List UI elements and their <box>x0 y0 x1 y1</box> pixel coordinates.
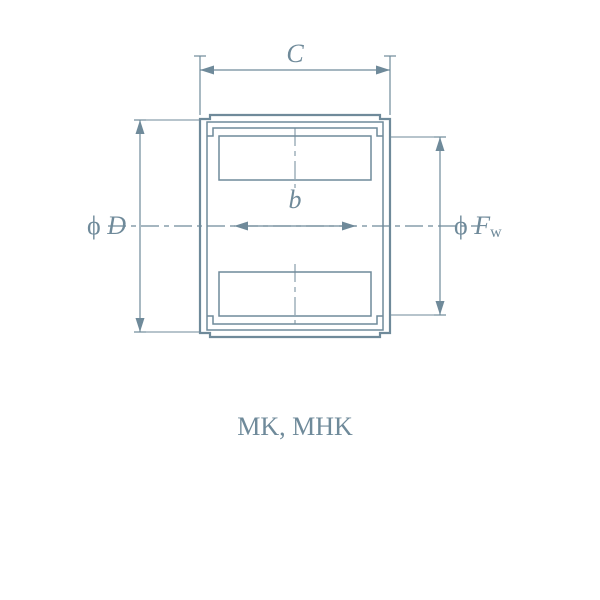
dimension-b: b <box>234 185 356 231</box>
arrowhead <box>436 301 445 315</box>
label-b: b <box>289 185 302 214</box>
label-fw: ϕ Fw <box>454 211 502 241</box>
arrowhead <box>436 137 445 151</box>
label-d: ϕ D <box>87 211 126 240</box>
label-c: C <box>286 39 304 68</box>
arrowhead <box>342 222 356 231</box>
arrowhead <box>234 222 248 231</box>
arrowhead <box>136 120 145 134</box>
dimension-c: C <box>194 39 396 115</box>
arrowhead <box>136 318 145 332</box>
arrowhead <box>376 66 390 75</box>
caption: MK, MHK <box>237 412 353 441</box>
arrowhead <box>200 66 214 75</box>
